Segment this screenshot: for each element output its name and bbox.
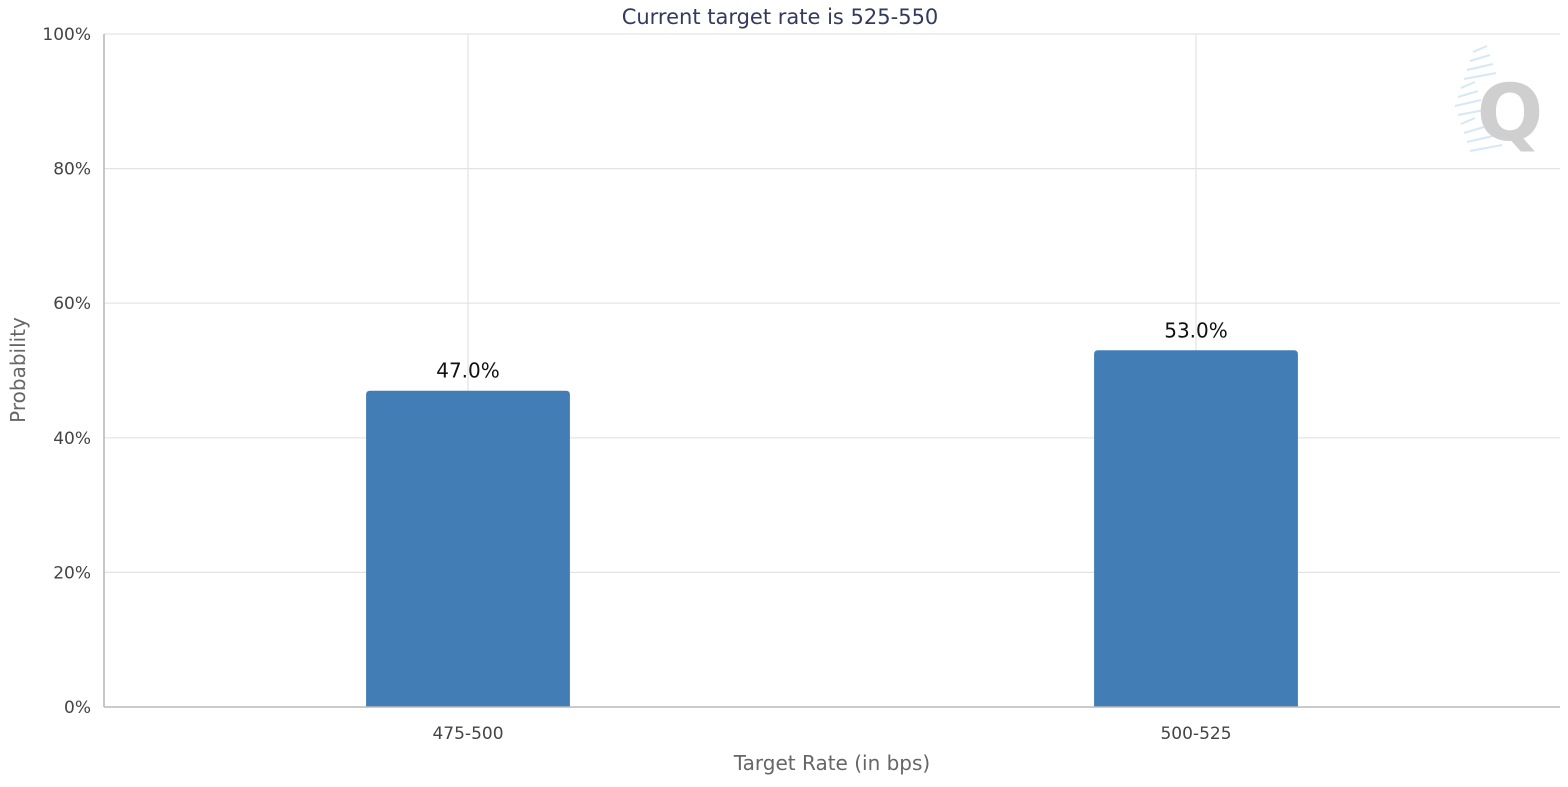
bars (366, 350, 1298, 707)
y-tick-label: 0% (64, 698, 91, 718)
gridlines (104, 33, 1560, 707)
y-axis-ticks: 0% 20% 40% 60% 80% 100% (42, 25, 91, 718)
data-labels: 47.0% 53.0% (436, 318, 1228, 382)
watermark-line (1457, 90, 1479, 98)
watermark-line (1472, 45, 1488, 53)
bar (366, 390, 570, 707)
watermark-line (1457, 108, 1491, 116)
watermark-line (1466, 63, 1494, 71)
watermark-line (1460, 117, 1476, 125)
y-axis-title: Probability (6, 317, 30, 423)
y-tick-label: 60% (53, 294, 91, 314)
watermark-line (1454, 99, 1482, 107)
x-axis-title: Target Rate (in bps) (733, 751, 930, 775)
y-tick-label: 100% (42, 25, 91, 45)
watermark-line (1466, 135, 1494, 143)
watermark-line (1469, 54, 1491, 62)
watermark-line (1460, 81, 1476, 89)
watermark-line (1463, 72, 1497, 80)
y-tick-label: 20% (53, 563, 91, 583)
bar (1094, 350, 1298, 707)
x-tick-label: 500-525 (1160, 724, 1231, 744)
y-tick-label: 40% (53, 429, 91, 449)
bar-data-label: 53.0% (1164, 318, 1228, 342)
watermark-letter: Q (1477, 69, 1543, 159)
watermark-line (1469, 144, 1503, 152)
watermark-line (1463, 126, 1485, 134)
chart-title: Current target rate is 525-550 (622, 5, 939, 29)
bar-data-label: 47.0% (436, 359, 500, 383)
x-axis-ticks: 475-500 500-525 (432, 724, 1231, 744)
watermark-logo-icon: Q (1454, 45, 1543, 159)
x-tick-label: 475-500 (432, 724, 503, 744)
y-tick-label: 80% (53, 160, 91, 180)
